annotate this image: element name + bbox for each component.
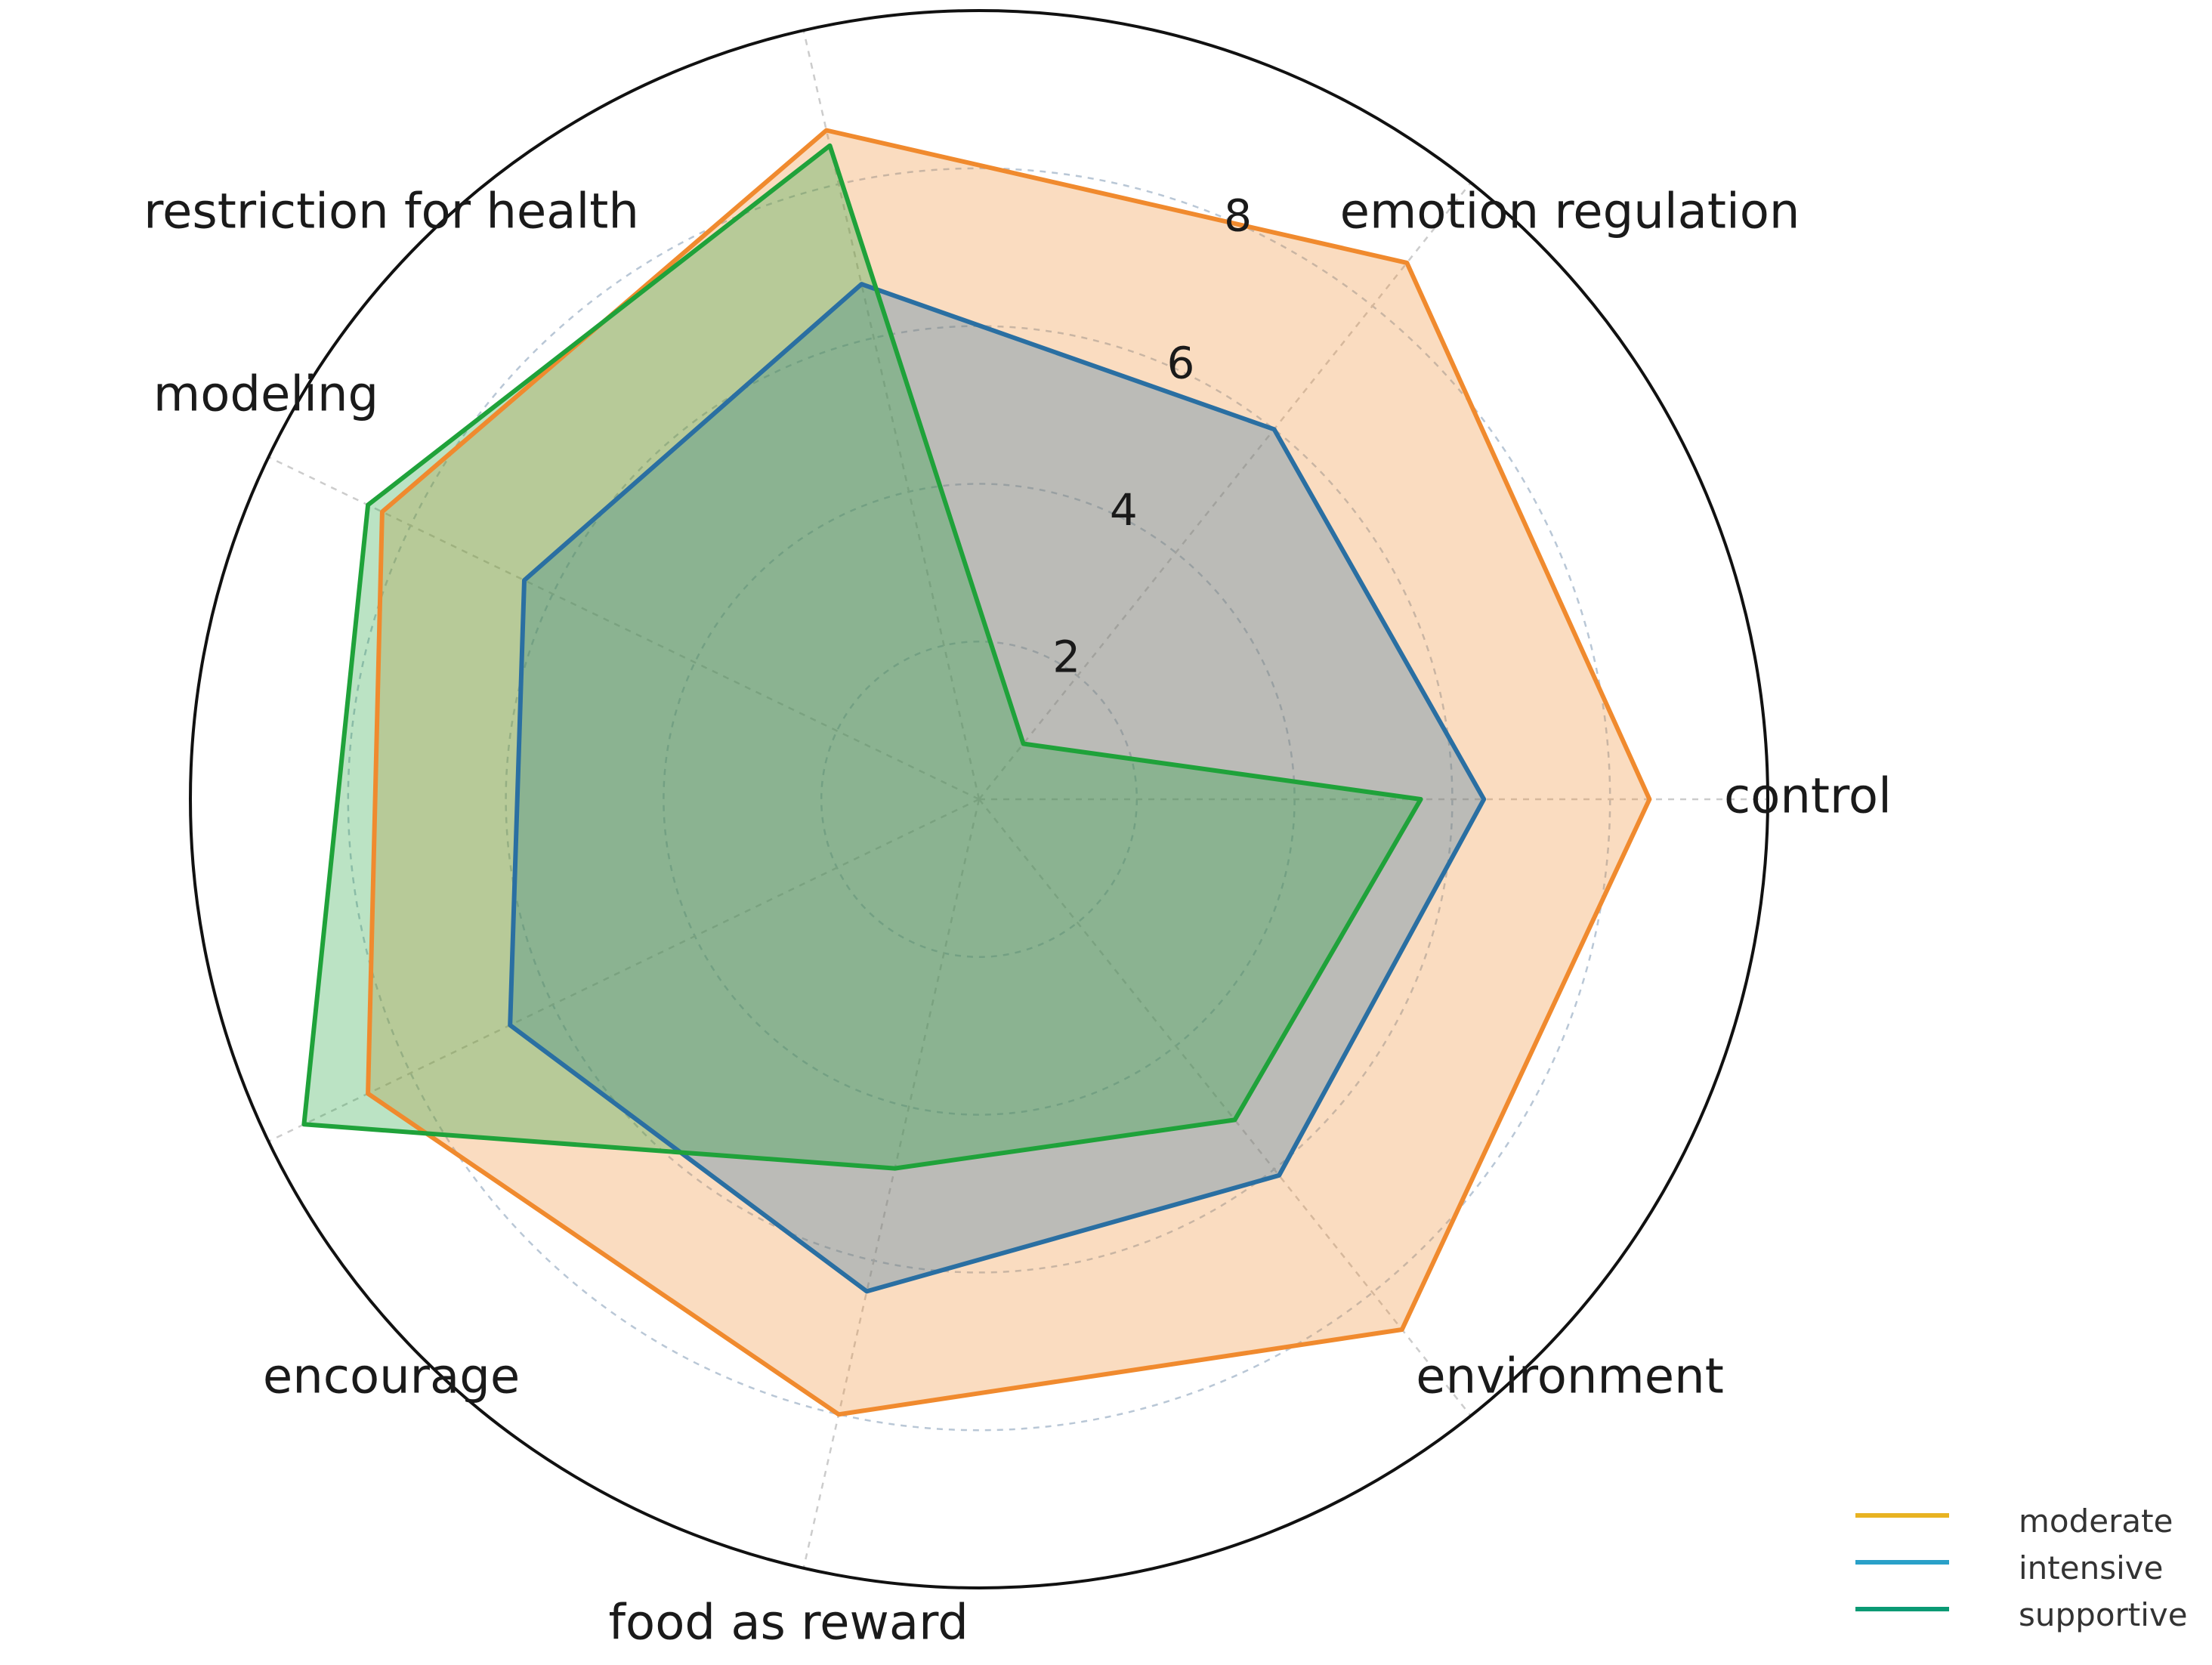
category-label-environment: environment <box>1416 1349 1724 1405</box>
legend: moderate intensive supportive <box>1855 1503 2188 1633</box>
category-label-food-as-reward: food as reward <box>609 1595 969 1651</box>
category-label-emotion-regulation: emotion regulation <box>1340 184 1800 240</box>
spoke-emotion-regulation <box>978 181 1472 800</box>
category-labels: control emotion regulation restriction f… <box>144 184 1892 1651</box>
category-label-control: control <box>1724 769 1892 825</box>
tick-label-4: 4 <box>1110 484 1138 536</box>
series-lines <box>301 128 1652 1417</box>
spoke-modeling <box>267 456 980 801</box>
spoke-encourage <box>267 798 980 1143</box>
category-label-restriction-for-health: restriction for health <box>144 184 639 240</box>
spoke-environment <box>978 799 1472 1417</box>
series-line-intensive <box>508 282 1487 1294</box>
spoke-food-as-reward <box>802 799 981 1569</box>
series-area-intensive <box>510 284 1484 1292</box>
series-area-supportive <box>304 145 1421 1169</box>
legend-label-moderate: moderate <box>2019 1503 2173 1540</box>
series-fills <box>304 130 1650 1415</box>
legend-label-intensive: intensive <box>2019 1549 2163 1586</box>
legend-label-supportive: supportive <box>2019 1596 2188 1633</box>
tick-label-6: 6 <box>1167 337 1195 388</box>
outer-circle <box>189 9 1769 1589</box>
category-label-modeling: modeling <box>153 367 378 423</box>
tick-label-8: 8 <box>1224 190 1252 242</box>
series-line-moderate <box>366 128 1652 1417</box>
series-line-supportive <box>301 143 1423 1171</box>
radial-tick-labels: 2 4 6 8 <box>1052 190 1252 683</box>
tick-label-2: 2 <box>1052 632 1080 683</box>
category-label-encourage: encourage <box>263 1349 520 1405</box>
series-area-moderate <box>368 130 1650 1415</box>
